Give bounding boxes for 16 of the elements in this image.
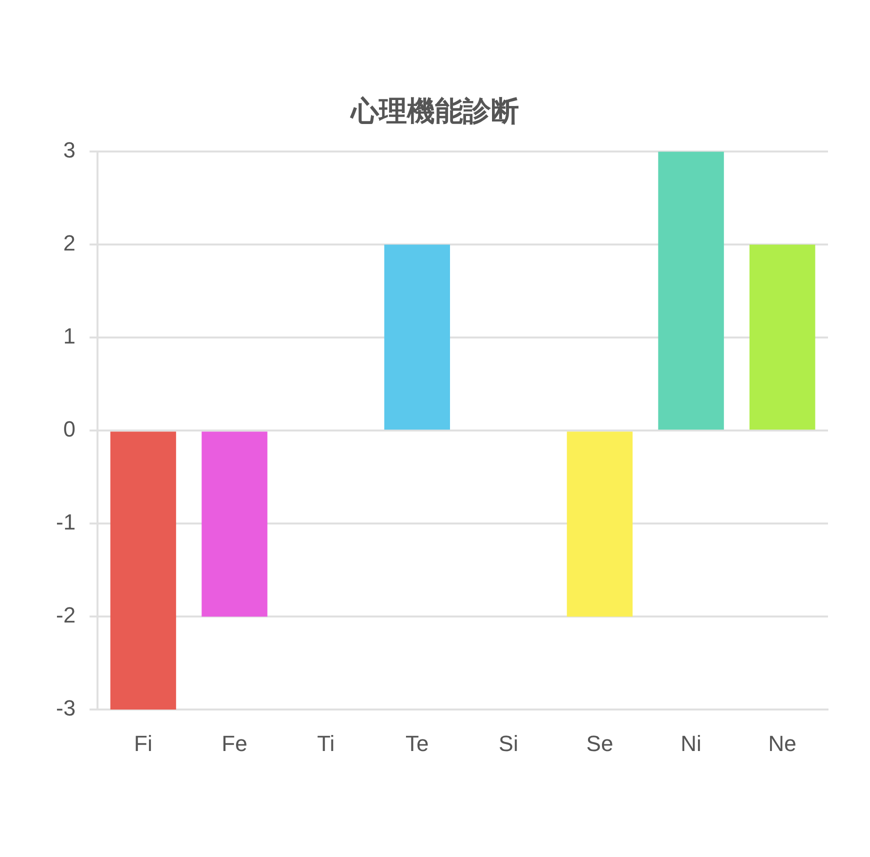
y-tick-label: -3: [56, 696, 76, 721]
x-tick-label: Te: [406, 730, 429, 756]
x-tick-label: Fe: [222, 730, 248, 756]
x-tick-label: Fi: [134, 730, 152, 756]
y-tick-label: 2: [63, 230, 76, 256]
y-tick-label: 0: [63, 416, 76, 442]
x-tick-label: Ti: [317, 730, 335, 756]
y-tick-label: 1: [63, 324, 76, 349]
x-tick-label: Si: [498, 730, 518, 756]
x-tick-label: Se: [586, 730, 614, 756]
chart-title: 心理機能診断: [349, 96, 519, 127]
y-tick-label: -2: [56, 602, 76, 628]
x-tick-label: Ni: [680, 730, 702, 756]
x-tick-label: Ne: [768, 730, 796, 756]
y-tick-label: -1: [56, 510, 76, 535]
y-tick-label: 3: [63, 138, 76, 163]
